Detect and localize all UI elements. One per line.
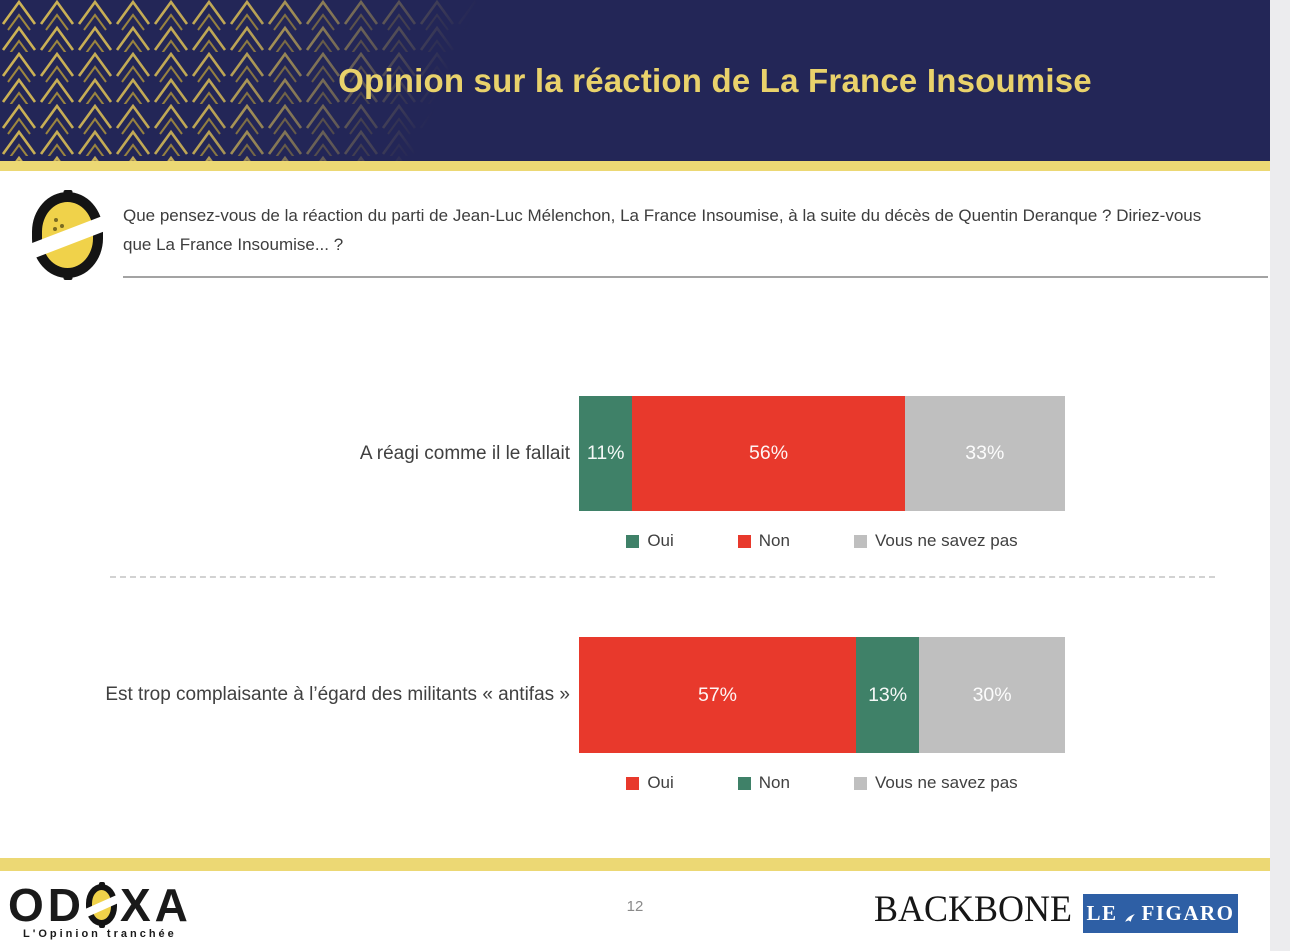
bar-segment: 33% <box>904 396 1065 511</box>
bar-segment: 56% <box>632 396 905 511</box>
chart-row-1: A réagi comme il le fallait 11% 56% 33% <box>0 396 1270 511</box>
odoxa-tagline: L'Opinion tranchée <box>23 928 177 940</box>
bar-segment-value: 33% <box>965 442 1005 464</box>
figaro-logo-le: LE <box>1086 901 1118 925</box>
stacked-bar: 57% 13% 30% <box>579 637 1065 753</box>
legend-label: Non <box>758 773 790 792</box>
bar-segment-value: 13% <box>868 683 908 706</box>
legend-swatch <box>737 776 751 790</box>
legend-item: Non <box>737 531 790 551</box>
figaro-bird-icon <box>1123 907 1137 922</box>
legend-swatch <box>853 776 867 790</box>
header-gold-divider <box>0 161 1270 171</box>
page-number: 12 <box>626 898 644 915</box>
lemon-dot <box>54 218 58 222</box>
window-right-gutter <box>1270 0 1290 951</box>
bar-category-label: Est trop complaisante à l’égard des mili… <box>105 684 570 705</box>
bar-segment: 57% <box>579 637 857 753</box>
backbone-logo: BACKBONE <box>873 888 1073 930</box>
page-title: Opinion sur la réaction de La France Ins… <box>338 61 1092 99</box>
odoxa-lemon-icon <box>22 190 113 280</box>
legend-label: Vous ne savez pas <box>874 773 1018 792</box>
legend-item: Non <box>737 773 790 793</box>
lemon-dot <box>60 224 64 228</box>
legend-item: Vous ne savez pas <box>853 531 1018 551</box>
lefigaro-logo: LE FIGARO <box>1083 894 1238 933</box>
slide-header: Opinion sur la réaction de La France Ins… <box>0 0 1270 161</box>
odoxa-logo-text-right: XA <box>120 879 192 931</box>
bar-segment-value: 30% <box>972 683 1012 706</box>
chart-row-2: Est trop complaisante à l’égard des mili… <box>0 637 1270 753</box>
bar-segment: 30% <box>919 637 1065 753</box>
bar-segment-value: 56% <box>749 442 789 464</box>
lemon-dot <box>53 227 57 231</box>
bar-segment: 11% <box>579 396 633 511</box>
legend-label: Oui <box>647 773 674 792</box>
legend-item: Oui <box>626 531 674 551</box>
legend-label: Vous ne savez pas <box>874 531 1018 550</box>
odoxa-logo: OD XA <box>8 882 192 928</box>
question-underline <box>123 276 1268 278</box>
stacked-bar: 11% 56% 33% <box>579 396 1065 511</box>
legend-swatch <box>853 534 867 548</box>
legend-item: Vous ne savez pas <box>853 773 1018 793</box>
figaro-logo-figaro: FIGARO <box>1141 901 1235 925</box>
legend-swatch <box>626 776 640 790</box>
odoxa-logo-lemon-icon <box>81 882 122 928</box>
chart-legend-2: Oui Non Vous ne savez pas <box>579 773 1065 793</box>
bar-category-label: A réagi comme il le fallait <box>359 442 570 464</box>
odoxa-logo-text-left: OD <box>8 879 85 931</box>
chart-legend-1: Oui Non Vous ne savez pas <box>579 531 1065 551</box>
legend-label: Oui <box>647 531 674 550</box>
bar-segment-value: 57% <box>697 683 738 706</box>
legend-label: Non <box>758 531 790 550</box>
legend-item: Oui <box>626 773 674 793</box>
bar-segment: 13% <box>856 637 920 753</box>
dashed-divider <box>110 576 1215 578</box>
legend-swatch <box>737 534 751 548</box>
chevron-pattern-decoration <box>0 0 600 161</box>
footer-gold-divider <box>0 858 1270 871</box>
legend-swatch <box>626 534 640 548</box>
survey-question-text: Que pensez-vous de la réaction du parti … <box>123 206 1202 254</box>
bar-segment-value: 11% <box>586 442 625 464</box>
